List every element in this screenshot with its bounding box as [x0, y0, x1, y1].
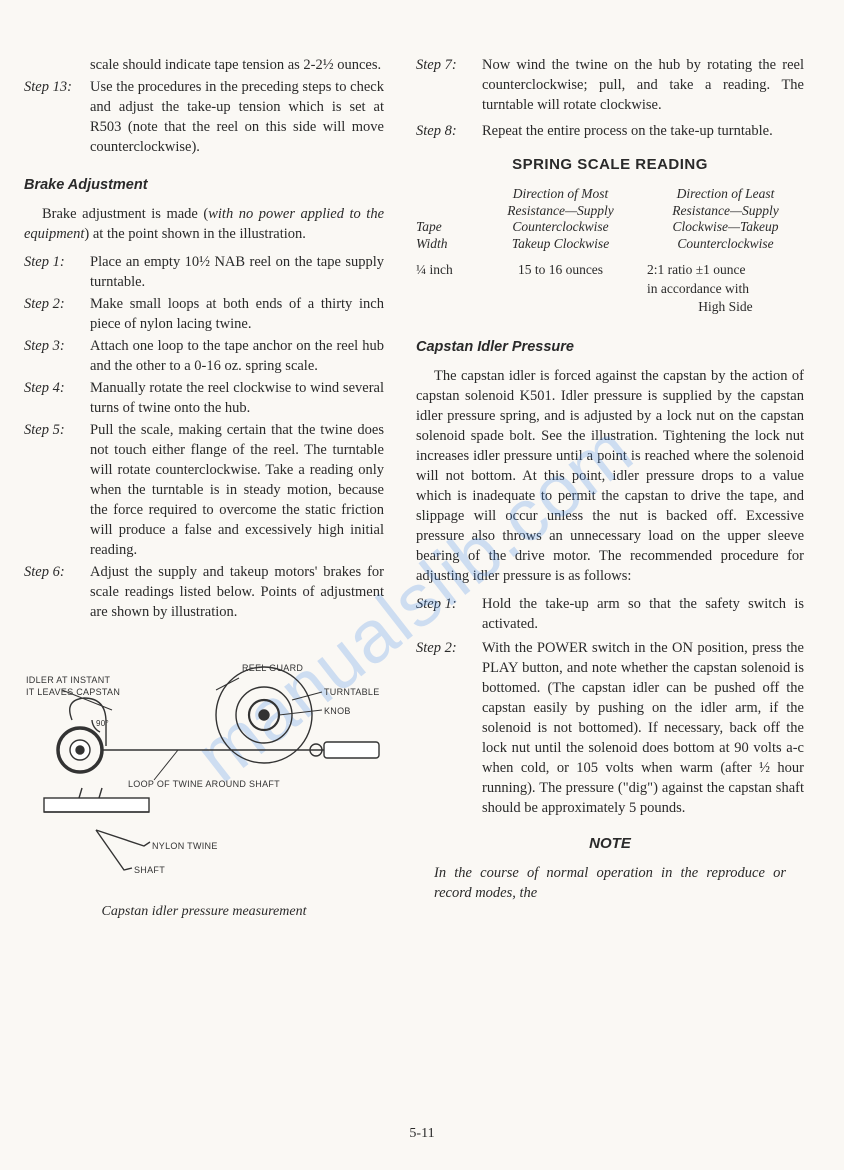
- note-body: In the course of normal operation in the…: [416, 863, 804, 903]
- fig-label: LOOP OF TWINE AROUND SHAFT: [128, 778, 280, 790]
- step-label: Step 13:: [24, 77, 90, 157]
- table-cell: ¼ inch: [416, 261, 474, 317]
- capstan-figure: IDLER AT INSTANT IT LEAVES CAPSTAN REEL …: [24, 650, 384, 880]
- table-header: Direction of MostResistance—SupplyCounte…: [482, 186, 639, 254]
- step-label: Step 2:: [24, 294, 90, 334]
- step-text: Hold the take-up arm so that the safety …: [482, 594, 804, 634]
- table-header: TapeWidth: [416, 186, 474, 254]
- brake-adjustment-heading: Brake Adjustment: [24, 175, 384, 195]
- right-column: Step 7:Now wind the twine on the hub by …: [416, 55, 804, 921]
- step-text: Place an empty 10½ NAB reel on the tape …: [90, 252, 384, 292]
- step-label: Step 1:: [416, 594, 482, 634]
- step-text: Adjust the supply and takeup motors' bra…: [90, 562, 384, 622]
- page-content: scale should indicate tape tension as 2-…: [0, 0, 844, 961]
- fig-label: REEL GUARD: [242, 662, 303, 674]
- page-number: 5-11: [0, 1126, 844, 1142]
- fig-label: KNOB: [324, 705, 351, 717]
- step-label: Step 5:: [24, 420, 90, 560]
- capstan-paragraph: The capstan idler is forced against the …: [416, 366, 804, 586]
- figure-caption: Capstan idler pressure measurement: [24, 902, 384, 921]
- fig-label: SHAFT: [134, 864, 165, 876]
- capstan-idler-heading: Capstan Idler Pressure: [416, 337, 804, 357]
- step-label: Step 1:: [24, 252, 90, 292]
- step-text: Attach one loop to the tape anchor on th…: [90, 336, 384, 376]
- step-text: Manually rotate the reel clockwise to wi…: [90, 378, 384, 418]
- fig-label: 90°: [96, 718, 109, 729]
- step-text: Use the procedures in the preceding step…: [90, 77, 384, 157]
- text: Brake adjustment is made (: [42, 206, 208, 222]
- step-text: Make small loops at both ends of a thirt…: [90, 294, 384, 334]
- step-label: Step 7:: [416, 55, 482, 115]
- table-cell: 15 to 16 ounces: [482, 261, 639, 317]
- table-cell: 2:1 ratio ±1 ouncein accordance withHigh…: [647, 261, 804, 317]
- note-heading: NOTE: [416, 834, 804, 855]
- spring-scale-heading: SPRING SCALE READING: [416, 155, 804, 176]
- step-label: Step 3:: [24, 336, 90, 376]
- step-text: Repeat the entire process on the take-up…: [482, 121, 804, 141]
- fig-label: NYLON TWINE: [152, 840, 218, 852]
- brake-intro: Brake adjustment is made (with no power …: [24, 204, 384, 244]
- spring-scale-table: TapeWidth Direction of MostResistance—Su…: [416, 186, 804, 317]
- fig-label: TURNTABLE: [324, 686, 380, 698]
- step-label: Step 6:: [24, 562, 90, 622]
- step-text: With the POWER switch in the ON position…: [482, 638, 804, 818]
- text: ) at the point shown in the illustration…: [84, 226, 306, 242]
- step-text: Now wind the twine on the hub by rotatin…: [482, 55, 804, 115]
- step-label: Step 4:: [24, 378, 90, 418]
- step-text: Pull the scale, making certain that the …: [90, 420, 384, 560]
- step-label: Step 8:: [416, 121, 482, 141]
- continuation-text: scale should indicate tape tension as 2-…: [90, 55, 384, 75]
- fig-label: IDLER AT INSTANT: [26, 674, 110, 686]
- table-header: Direction of LeastResistance—SupplyClock…: [647, 186, 804, 254]
- left-column: scale should indicate tape tension as 2-…: [24, 55, 384, 921]
- fig-label: IT LEAVES CAPSTAN: [26, 686, 120, 698]
- step-label: Step 2:: [416, 638, 482, 818]
